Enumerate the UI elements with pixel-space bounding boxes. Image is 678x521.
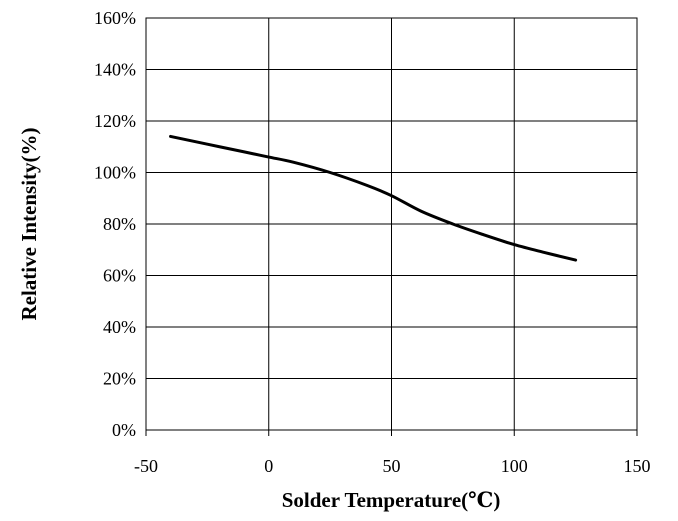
y-tick-label: 80% <box>103 214 136 234</box>
x-tick-label: 0 <box>264 456 273 476</box>
x-tick-label: 50 <box>383 456 401 476</box>
y-tick-label: 120% <box>94 111 136 131</box>
y-tick-label: 0% <box>112 420 136 440</box>
y-tick-label: 160% <box>94 8 136 28</box>
series-layer <box>169 134 578 262</box>
y-tick-label: 20% <box>103 369 136 389</box>
plot-border <box>145 17 638 431</box>
y-tick-label: 100% <box>94 163 136 183</box>
y-tick-label: 60% <box>103 266 136 286</box>
tick-label-layer: 0% 20% 40% 60% 80% 100% 120% 140% 160% -50 0 50 100 1… <box>94 8 651 476</box>
x-tick-label: -50 <box>134 456 158 476</box>
plot-border-layer <box>145 17 638 431</box>
x-tick-label: 100 <box>501 456 528 476</box>
y-tick-label: 40% <box>103 317 136 337</box>
y-tick-label: 140% <box>94 60 136 80</box>
y-axis-title: Relative Intensity(%) <box>17 127 41 320</box>
grid-layer <box>145 17 638 436</box>
x-axis-title: Solder Temperature(℃) <box>282 488 501 512</box>
relative-intensity-line <box>169 134 578 262</box>
x-tick-label: 150 <box>624 456 651 476</box>
